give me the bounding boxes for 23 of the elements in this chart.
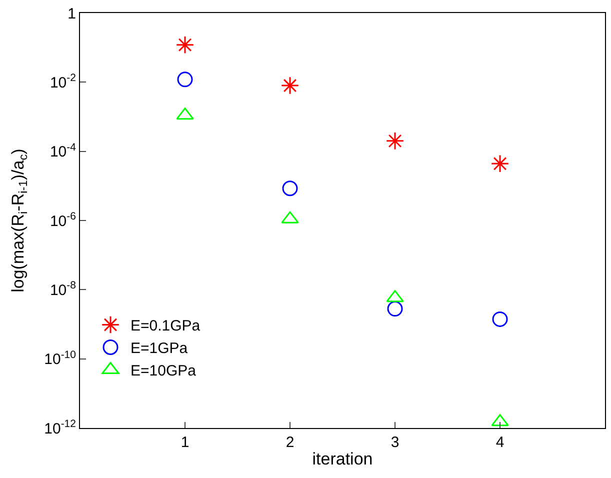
point — [282, 180, 298, 196]
point — [176, 36, 194, 54]
point — [386, 132, 404, 150]
point — [280, 76, 300, 95]
point — [490, 154, 510, 173]
y-tick-label: 10$^{-6}$ — [50, 210, 76, 230]
y-tick-label: 10$^{-10}$ — [44, 348, 76, 368]
x-tick-label: 2 — [286, 434, 294, 451]
x-tick-label: 3 — [390, 434, 400, 451]
y-tick-label: 10$^{-8}$ — [50, 280, 76, 299]
y-tick-label: 10$^{-2}$ — [50, 72, 76, 92]
y-tick-label: 1 — [68, 5, 76, 22]
point — [387, 301, 403, 317]
point — [492, 311, 508, 327]
legend-label: E=1GPa — [130, 340, 188, 358]
y-tick-label: 10$^{-4}$ — [50, 141, 76, 161]
x-axis-title: iteration — [312, 449, 373, 468]
y-tick-label: 10$^{-12}$ — [44, 418, 76, 438]
x-tick-label: 4 — [496, 434, 504, 451]
x-tick-label: 1 — [180, 434, 190, 451]
legend-label: E=0.1GPa — [130, 318, 201, 335]
legend-label: E=10GPa — [130, 362, 197, 380]
point — [177, 72, 193, 88]
